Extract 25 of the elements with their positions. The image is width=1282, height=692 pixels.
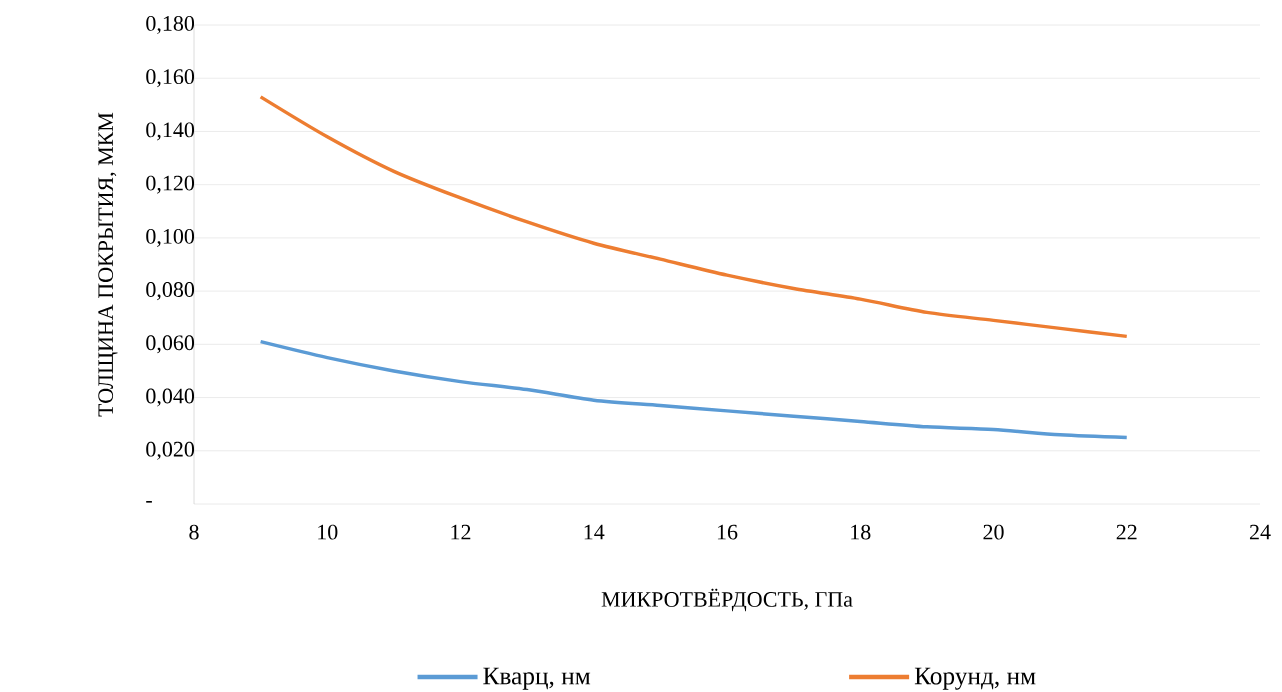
x-tick-label: 20 [983,524,1004,540]
x-tick-label: 24 [1249,524,1271,540]
y-tick-label: 0,180 [146,16,195,35]
x-tick-label: 22 [1116,524,1137,540]
legend-label: Корунд, нм [914,667,1036,690]
y-tick-label: 0,100 [146,229,195,248]
x-tick-label: 12 [451,524,471,540]
legend-label: Кварц, нм [483,667,591,690]
y-axis-title: ТОЛЩИНА ПОКРЫТИЯ, МКМ [98,112,118,417]
x-tick-label: 16 [717,524,738,540]
y-tick-label: 0,040 [146,388,195,407]
x-tick-label: 18 [851,524,871,540]
line-series [258,95,1129,339]
y-tick-label: 0,120 [146,175,195,194]
y-tick-label: 0,140 [146,122,195,141]
y-tick-label: 0,080 [146,282,195,301]
line-series [258,340,1129,440]
x-tick-label: 14 [584,524,605,540]
x-tick-label: 10 [318,524,338,540]
y-tick-label: - [146,501,152,503]
x-tick-label: 8 [189,524,199,540]
y-tick-label: 0,060 [146,335,195,354]
y-tick-label: 0,160 [146,69,195,88]
y-tick-label: 0,020 [146,441,195,460]
x-axis-title: МИКРОТВЁРДОСТЬ, ГПа [601,588,853,612]
